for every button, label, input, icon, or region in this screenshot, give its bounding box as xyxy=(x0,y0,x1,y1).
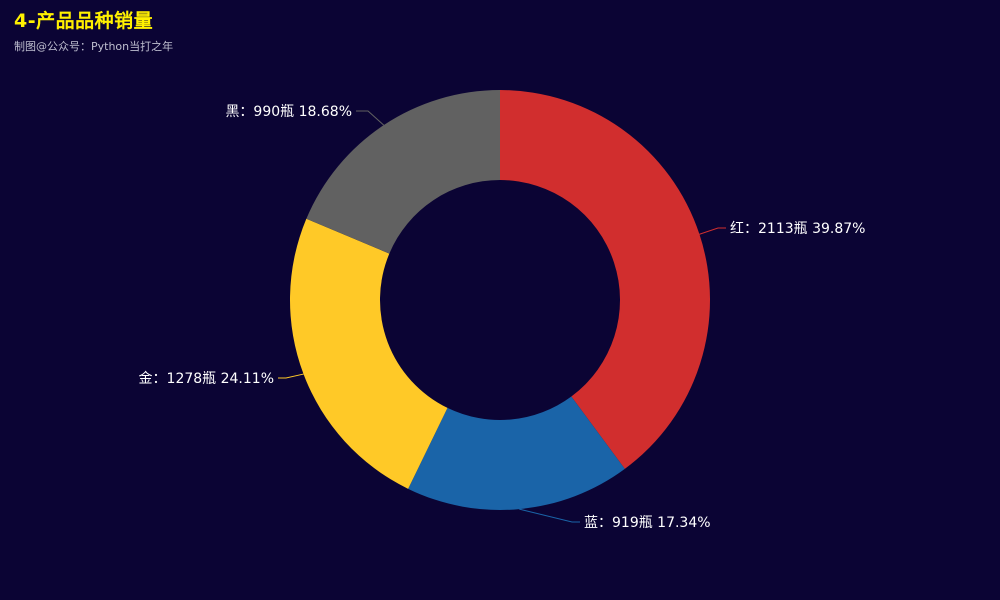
leader-line-4 xyxy=(356,110,385,126)
slice-label-3: 金：1278瓶 24.11% xyxy=(139,371,274,387)
pie-slice-3[interactable] xyxy=(290,218,448,489)
chart-title: 4-产品品种销量 xyxy=(14,10,154,32)
slice-label-4: 黑：990瓶 18.68% xyxy=(225,104,352,120)
leader-line-1 xyxy=(699,227,726,235)
pie-slice-2[interactable] xyxy=(408,396,625,511)
pie-slice-1[interactable] xyxy=(500,90,710,469)
pie-slice-4[interactable] xyxy=(306,90,500,254)
leader-line-2 xyxy=(519,508,580,523)
slice-label-2: 蓝：919瓶 17.34% xyxy=(584,515,711,531)
slice-label-1: 红：2113瓶 39.87% xyxy=(730,221,865,237)
chart-subtitle: 制图@公众号：Python当打之年 xyxy=(14,40,174,53)
leader-line-3 xyxy=(278,373,304,379)
